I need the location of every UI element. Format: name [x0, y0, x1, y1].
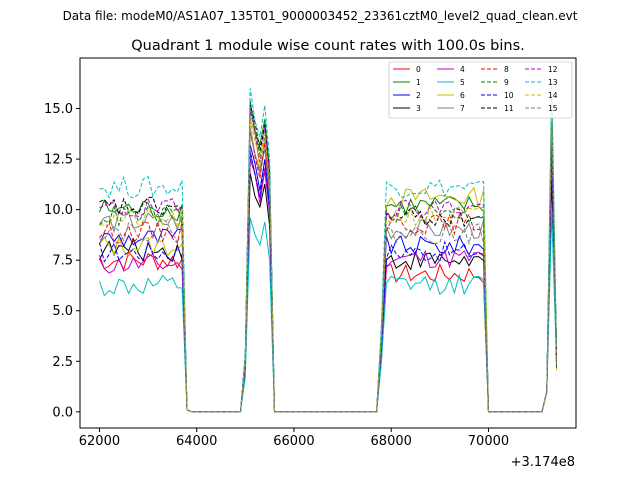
x-tick-label: 66000 [273, 434, 314, 449]
x-tick-label: 70000 [468, 434, 509, 449]
x-offset-label: +3.174e8 [511, 455, 575, 470]
y-tick-label: 12.5 [44, 153, 73, 168]
legend-label-14: 14 [548, 91, 558, 100]
legend-label-3: 3 [416, 104, 421, 113]
y-tick-label: 0.0 [52, 405, 73, 420]
series-line-9 [99, 106, 557, 413]
legend-box [388, 61, 573, 119]
legend-label-9: 9 [504, 78, 509, 87]
y-tick-label: 15.0 [44, 102, 73, 117]
legend-label-12: 12 [548, 65, 558, 74]
x-tick-label: 68000 [371, 434, 412, 449]
x-tick-label: 64000 [176, 434, 217, 449]
series-line-13 [99, 80, 557, 413]
y-tick-label: 7.5 [52, 254, 73, 269]
legend-label-10: 10 [504, 91, 514, 100]
legend-label-7: 7 [460, 104, 465, 113]
x-axis: 62000 64000 66000 68000 70000 [79, 428, 509, 449]
figure-suptitle: Data file: modeM0/AS1A07_135T01_90000034… [63, 9, 578, 23]
legend-label-13: 13 [548, 78, 558, 87]
legend-label-6: 6 [460, 91, 465, 100]
y-tick-label: 2.5 [52, 355, 73, 370]
series-layer [99, 80, 557, 413]
legend-label-15: 15 [548, 104, 558, 113]
series-line-15 [99, 122, 557, 413]
legend-label-11: 11 [504, 104, 514, 113]
y-tick-label: 5.0 [52, 304, 73, 319]
legend-label-2: 2 [416, 91, 421, 100]
legend-label-1: 1 [416, 78, 421, 87]
y-tick-label: 10.0 [44, 203, 73, 218]
chart-title: Quadrant 1 module wise count rates with … [131, 38, 525, 54]
series-line-12 [99, 100, 557, 413]
y-axis: 0.0 2.5 5.0 7.5 10.0 12.5 15.0 [44, 102, 80, 420]
x-tick-label: 62000 [79, 434, 120, 449]
legend-label-4: 4 [460, 65, 465, 74]
legend-label-8: 8 [504, 65, 509, 74]
plot-area: 62000 64000 66000 68000 70000 0.02.55.07.510… [44, 57, 577, 470]
legend-label-5: 5 [460, 78, 465, 87]
legend-label-0: 0 [416, 65, 421, 74]
series-line-10 [99, 146, 557, 413]
axes-frame [79, 57, 577, 429]
